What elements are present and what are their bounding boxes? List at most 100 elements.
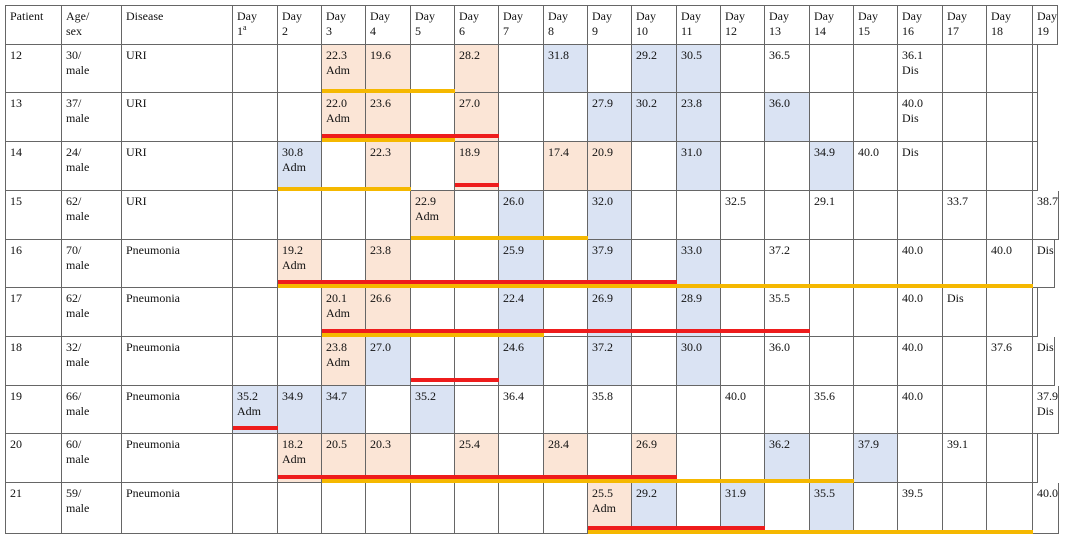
patient-sex: male — [66, 63, 90, 77]
patient-sex: male — [66, 160, 90, 174]
day-value-cell — [854, 93, 898, 142]
disease-cell: Pneumonia — [122, 288, 233, 337]
day-value: 36.0 — [769, 340, 790, 354]
day-value-cell: 40.0 — [898, 386, 943, 434]
day-value: 40.0 — [1037, 486, 1058, 500]
day-value-cell — [278, 483, 322, 534]
day-value-cell — [1033, 45, 1038, 93]
day-value: 30.2 — [636, 96, 657, 110]
day-value-cell: 32.0 — [588, 191, 632, 240]
day-value-cell: Dis — [943, 288, 987, 337]
age-sex-cell: 30/male — [62, 45, 122, 93]
day-note: Adm — [237, 404, 261, 418]
header-day-number: 7 — [503, 24, 509, 38]
day-value: 37.9 — [592, 243, 613, 257]
day-value-cell: 32.5 — [721, 191, 765, 240]
day-value-cell — [854, 191, 898, 240]
day-value: 37.2 — [592, 340, 613, 354]
day-value-cell: 17.4 — [544, 142, 588, 191]
day-value-cell — [943, 93, 987, 142]
yellow-span-bar — [411, 236, 588, 240]
patient-id-cell: 13 — [5, 93, 62, 142]
day-value: 35.2 — [237, 389, 258, 403]
day-value-cell: 40.0 — [854, 142, 898, 191]
day-value-cell: 24.6 — [499, 337, 544, 386]
day-value-cell — [499, 142, 544, 191]
disease-cell: Pneumonia — [122, 483, 233, 534]
red-span-bar — [411, 378, 499, 382]
header-day-number: 3 — [326, 24, 332, 38]
patient-id: 16 — [10, 243, 22, 257]
day-value-cell — [1033, 142, 1038, 191]
day-value-cell — [499, 483, 544, 534]
header-day-word: Day — [548, 9, 568, 23]
header-day-5: Day 5 — [411, 5, 455, 45]
day-value-cell — [278, 45, 322, 93]
day-value-cell — [411, 45, 455, 93]
patient-disease: Pneumonia — [126, 486, 180, 500]
day-value: 26.6 — [370, 291, 391, 305]
day-value-cell: 36.0 — [765, 337, 810, 386]
day-value-cell: 27.9 — [588, 93, 632, 142]
day-value-cell — [943, 142, 987, 191]
day-value-cell: 37.9 — [854, 434, 898, 483]
patient-disease: URI — [126, 96, 147, 110]
day-value-cell — [632, 337, 677, 386]
day-value-cell — [677, 434, 721, 483]
day-value-cell — [544, 483, 588, 534]
day-value: 22.9 — [415, 194, 436, 208]
day-value-cell — [455, 191, 499, 240]
day-value: 40.0 — [991, 243, 1012, 257]
day-value-cell — [898, 434, 943, 483]
day-value-cell: 33.7 — [943, 191, 987, 240]
patient-sex: male — [66, 355, 90, 369]
day-value: 22.3 — [326, 48, 347, 62]
day-value-cell — [765, 483, 810, 534]
day-value-cell: 22.3 Adm — [322, 45, 366, 93]
day-value: 34.7 — [326, 389, 347, 403]
age-sex-cell: 32/male — [62, 337, 122, 386]
header-day-3: Day 3 — [322, 5, 366, 45]
red-span-bar — [455, 183, 499, 187]
header-day-word: Day — [415, 9, 435, 23]
day-value: 20.3 — [370, 437, 391, 451]
day-value: 36.5 — [769, 48, 790, 62]
header-day-word: Day — [370, 9, 390, 23]
day-value-cell: 34.9 — [278, 386, 322, 434]
day-value-cell: 35.5 — [765, 288, 810, 337]
day-value: 28.4 — [548, 437, 569, 451]
day-value-cell: Dis — [1033, 337, 1055, 386]
age-sex-cell: 24/male — [62, 142, 122, 191]
day-value: 33.0 — [681, 243, 702, 257]
header-day-number: 12 — [725, 24, 737, 38]
day-value-cell: 40.0 — [1033, 483, 1059, 534]
day-value: 40.0 — [858, 145, 879, 159]
header-day-1: Day 1a — [233, 5, 278, 45]
day-value-cell — [233, 240, 278, 288]
patient-age: 32/ — [66, 340, 82, 354]
day-value: 32.0 — [592, 194, 613, 208]
day-value: Dis — [1037, 340, 1054, 354]
day-note: Adm — [282, 452, 306, 466]
patient-age: 62/ — [66, 291, 82, 305]
day-value: 28.9 — [681, 291, 702, 305]
header-day-word: Day — [282, 9, 302, 23]
header-day-10: Day 10 — [632, 5, 677, 45]
day-value-cell — [233, 434, 278, 483]
day-value: 31.8 — [548, 48, 569, 62]
day-value-cell — [810, 93, 854, 142]
patient-age: 70/ — [66, 243, 82, 257]
day-value-cell — [854, 240, 898, 288]
header-day-8: Day 8 — [544, 5, 588, 45]
day-value-cell — [278, 337, 322, 386]
day-value-cell: 26.9 — [632, 434, 677, 483]
day-value: 20.1 — [326, 291, 347, 305]
day-value-cell — [588, 45, 632, 93]
day-value-cell — [987, 483, 1033, 534]
header-day-number: 15 — [858, 24, 870, 38]
header-day-word: Day — [725, 9, 745, 23]
day-value-cell: 20.3 — [366, 434, 411, 483]
day-value-cell — [810, 45, 854, 93]
day-value: 18.2 — [282, 437, 303, 451]
day-value-cell — [322, 142, 366, 191]
